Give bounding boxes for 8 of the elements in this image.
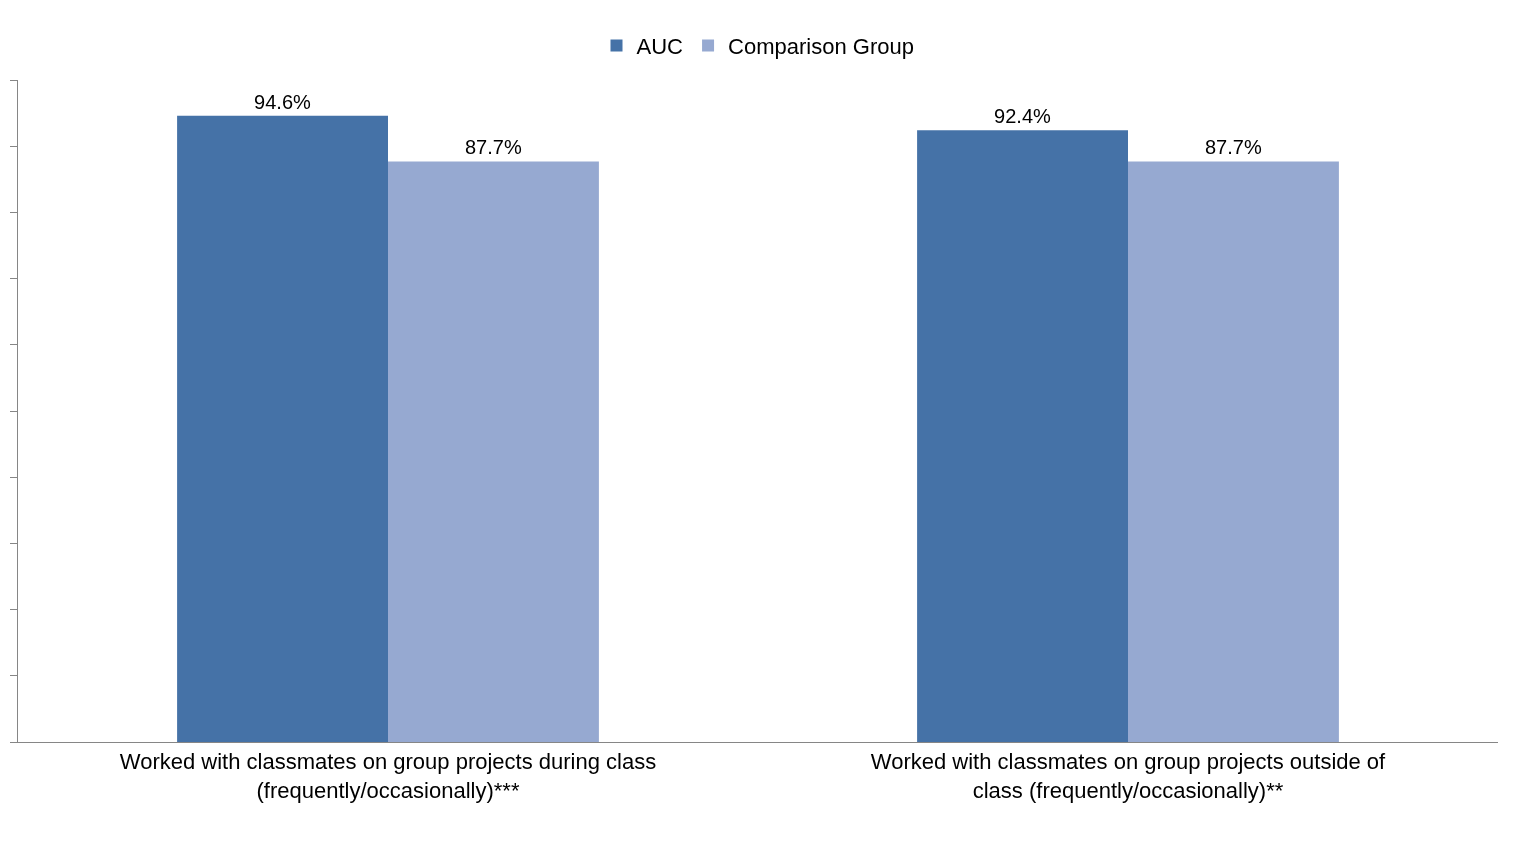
data-label: 94.6%: [254, 90, 312, 113]
data-label: 87.7%: [1204, 136, 1262, 159]
x-tick-label: Worked with classmates on group projects during class (frequently/occasionally)***: [119, 749, 657, 803]
x-tick-label: Worked with classmates on group projects outside of class (frequently/occasionally)**: [870, 749, 1387, 803]
legend-label: AUC: [636, 34, 684, 60]
data-label: 87.7%: [464, 136, 522, 159]
legend-label: Comparison Group: [728, 34, 914, 60]
data-label: 92.4%: [994, 105, 1052, 128]
